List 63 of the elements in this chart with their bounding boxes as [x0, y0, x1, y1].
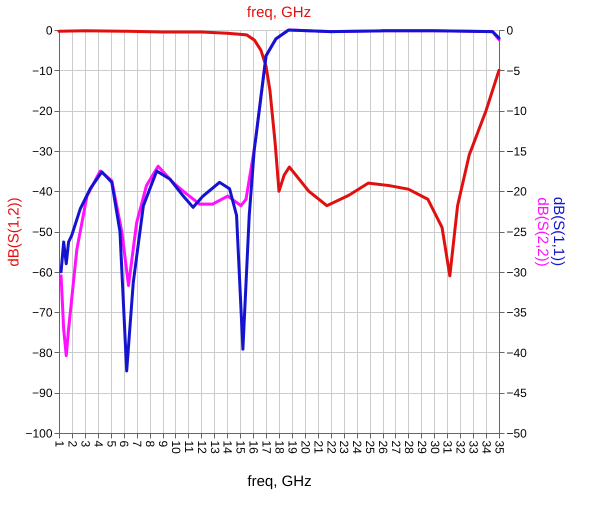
y2-tick-label: 0 — [506, 24, 514, 38]
x-tick-label: 10 — [168, 440, 183, 454]
y2-tick-label: −25 — [506, 225, 528, 239]
x-tick-label: 5 — [104, 440, 118, 448]
x-tick-label: 22 — [324, 440, 338, 454]
x-tick-label: 23 — [337, 440, 352, 454]
chart-title: freq, GHz — [246, 4, 312, 21]
y2-tick-label: −50 — [506, 426, 528, 440]
x-tick-label: 18 — [272, 440, 286, 454]
x-tick-label: 26 — [376, 440, 390, 454]
text: dB(S(1,1)) — [550, 196, 567, 266]
y-tick-label: −70 — [32, 306, 53, 320]
y2-tick-label: −20 — [506, 184, 528, 199]
x-tick-label: 4 — [91, 440, 106, 448]
line-series — [58, 29, 500, 278]
y2-tick-label: −10 — [506, 104, 528, 118]
x-axis-title: freq, GHz — [247, 472, 312, 490]
y2-tick-label: −35 — [506, 306, 528, 320]
x-tick-label: 32 — [454, 440, 468, 454]
y2-tick-label: −40 — [506, 346, 528, 360]
x-tick-label: 25 — [363, 440, 378, 454]
x-tick-label: 9 — [156, 440, 170, 448]
y2-tick-label: −45 — [506, 386, 528, 400]
x-tick-label: 7 — [130, 440, 144, 448]
y-tick-label: −80 — [32, 346, 53, 360]
x-tick-label: 28 — [402, 440, 416, 454]
x-tick-label: 12 — [194, 440, 209, 454]
x-tick-label: 24 — [350, 440, 364, 454]
y-tick-label: −40 — [32, 184, 53, 199]
y-tick-label: −30 — [32, 144, 53, 158]
y-axis-title: dB(S(1,2)) — [5, 197, 22, 267]
x-tick-label: 17 — [260, 440, 274, 454]
x-tick-label: 1 — [52, 440, 66, 448]
x-tick-label: 14 — [220, 440, 235, 454]
x-tick-label: 34 — [480, 440, 494, 454]
x-tick-label: 21 — [311, 440, 326, 454]
x-tick-label: 20 — [298, 440, 312, 454]
x-tick-label: 6 — [117, 440, 132, 448]
x-tick-label: 29 — [414, 440, 429, 454]
x-tick-label: 27 — [388, 440, 403, 454]
x-tick-label: 15 — [234, 440, 248, 454]
x-tick-label: 2 — [65, 440, 80, 448]
x-tick-label: 13 — [208, 440, 222, 454]
x-tick-label: 3 — [78, 440, 92, 448]
y-tick-label: −20 — [32, 104, 53, 118]
x-tick-label: 8 — [143, 440, 158, 448]
x-tick-label: 35 — [492, 440, 506, 454]
x-tick-label: 33 — [466, 440, 481, 454]
x-tick-label: 30 — [428, 440, 442, 454]
x-tick-label: 19 — [285, 440, 300, 454]
y-tick-label: −100 — [25, 426, 53, 440]
x-tick-label: 11 — [182, 440, 196, 454]
y2-tick-label: −30 — [506, 265, 528, 280]
y2-axis-title: dB(S(2,2)) — [534, 197, 551, 267]
x-tick-label: 16 — [246, 440, 261, 454]
y-tick-label: −60 — [32, 265, 53, 280]
y-tick-label: −10 — [32, 64, 53, 78]
y2-tick-label: −15 — [506, 144, 528, 158]
y-tick-label: −90 — [32, 386, 53, 400]
y-tick-label: 0 — [46, 24, 53, 38]
x-tick-label: 31 — [440, 440, 455, 454]
y2-tick-label: −5 — [506, 64, 521, 78]
y-tick-label: −50 — [32, 225, 53, 239]
